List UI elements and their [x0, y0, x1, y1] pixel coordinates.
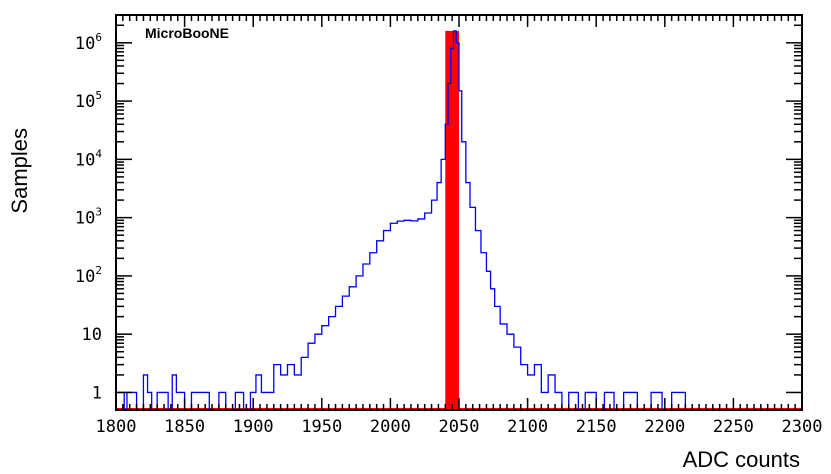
peak-band: [445, 30, 459, 411]
y-tick-exponent: 3: [95, 206, 102, 219]
y-tick-base: 10: [82, 325, 102, 345]
axes-layer: 1800 1850 1900 1950 2000 2050 2100 2150 2200 2250…: [75, 14, 823, 437]
x-tick-label: 2100: [507, 417, 548, 437]
y-tick-exponent: 6: [95, 31, 102, 44]
y-tick-label: 104: [75, 147, 102, 170]
x-tick-label: 2250: [713, 417, 754, 437]
y-tick-base: 10: [75, 34, 95, 54]
y-axis-title: Samples: [7, 128, 32, 214]
histogram-outline: [116, 30, 802, 411]
y-tick-label: 102: [75, 264, 102, 287]
y-tick-exponent: 5: [95, 89, 102, 102]
y-tick-exponent: 4: [95, 147, 102, 160]
x-tick-label: 1900: [233, 417, 274, 437]
x-tick-label: 2050: [439, 417, 480, 437]
x-tick-label: 1850: [164, 417, 205, 437]
y-tick-base: 10: [75, 267, 95, 287]
x-tick-label: 1950: [301, 417, 342, 437]
x-tick-label: 2150: [576, 417, 617, 437]
y-tick-base: 10: [75, 209, 95, 229]
y-tick-base: 10: [75, 92, 95, 112]
x-tick-label: 1800: [96, 417, 137, 437]
x-axis-title: ADC counts: [683, 447, 800, 472]
y-tick-label: 1: [92, 383, 102, 403]
y-tick-label: 106: [75, 31, 102, 54]
y-tick-exponent: 2: [95, 264, 102, 277]
labels-layer: MicroBooNE ADC counts Samples: [7, 25, 800, 472]
y-tick-label: 10: [82, 325, 102, 345]
y-tick-label: 105: [75, 89, 102, 112]
experiment-label: MicroBooNE: [145, 25, 229, 41]
x-tick-label: 2300: [782, 417, 823, 437]
x-tick-label: 2000: [370, 417, 411, 437]
y-tick-label: 103: [75, 206, 102, 229]
x-tick-label: 2200: [644, 417, 685, 437]
y-tick-base: 10: [75, 150, 95, 170]
y-tick-base: 1: [92, 383, 102, 403]
